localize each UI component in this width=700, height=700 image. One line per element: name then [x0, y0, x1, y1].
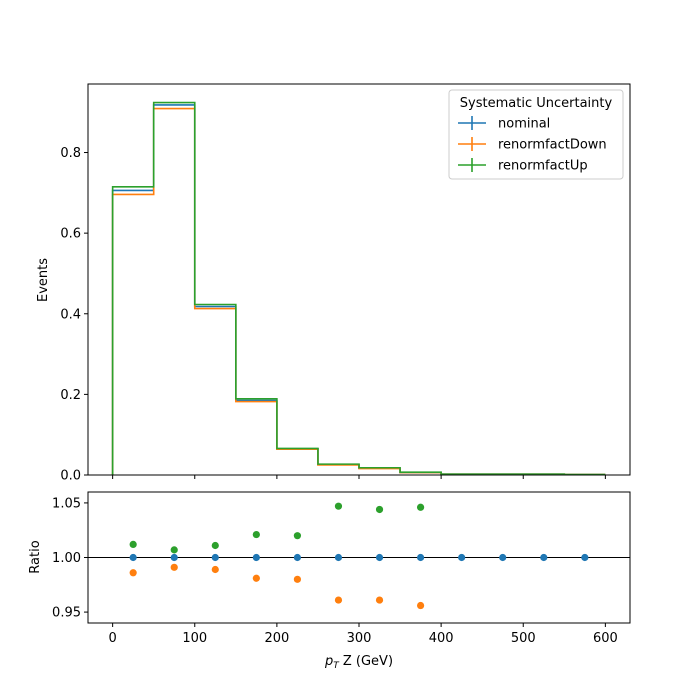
- main-x-ticks: [112, 475, 606, 479]
- ratio-point-renormfactdown: [293, 575, 302, 583]
- ratio-point-renormfactup: [211, 541, 219, 550]
- ratio-point-nominal: [458, 553, 466, 562]
- ratio-y-tick-label: 0.95: [52, 606, 81, 621]
- legend-entries: nominal renormfactDown renormfactUp: [458, 116, 607, 174]
- x-axis-label-subscript: T: [333, 661, 340, 671]
- ratio-point-renormfactdown: [375, 596, 384, 604]
- main-panel: 0.0 0.2 0.4 0.6 0.8 Events: [36, 83, 631, 484]
- x-tick-label: 200: [264, 631, 289, 646]
- ratio-point-renormfactdown: [170, 563, 178, 571]
- x-axis-label-text: Z (GeV): [339, 654, 393, 669]
- legend-box: [448, 89, 624, 180]
- main-y-tick-label: 0.0: [60, 469, 81, 484]
- ratio-point-renormfactup: [293, 532, 302, 540]
- ratio-points-group: [129, 502, 589, 610]
- ratio-point-nominal: [581, 553, 589, 562]
- x-tick-label: 500: [511, 631, 536, 646]
- ratio-point-nominal: [252, 553, 260, 562]
- main-series-group: [111, 101, 606, 476]
- ratio-y-axis-label: Ratio: [28, 540, 43, 573]
- ratio-point-renormfactup: [252, 530, 260, 539]
- legend-label-nominal: nominal: [498, 117, 550, 132]
- x-tick-label: 300: [347, 631, 372, 646]
- x-tick-label: 600: [593, 631, 618, 646]
- ratio-y-tick-label: 1.00: [52, 551, 81, 566]
- ratio-point-renormfactup: [416, 503, 425, 511]
- ratio-point-nominal: [211, 553, 219, 562]
- ratio-point-renormfactup: [375, 505, 384, 514]
- x-axis-label: pT Z (GeV): [324, 654, 393, 671]
- x-tick-label: 0: [108, 631, 116, 646]
- main-y-tick-label: 0.2: [60, 388, 81, 403]
- main-y-tick-label: 0.8: [60, 146, 81, 161]
- legend-title: Systematic Uncertainty: [460, 96, 613, 111]
- ratio-point-renormfactup: [129, 540, 137, 549]
- ratio-point-nominal: [375, 553, 384, 562]
- ratio-point-nominal: [540, 553, 548, 562]
- series-line-renormfactup: [111, 101, 606, 476]
- main-y-tick-label: 0.6: [60, 227, 81, 242]
- main-y-ticks: 0.0 0.2 0.4 0.6 0.8: [60, 146, 88, 484]
- x-tick-label: 400: [429, 631, 454, 646]
- ratio-point-renormfactup: [334, 502, 343, 510]
- ratio-y-tick-label: 1.05: [52, 496, 81, 511]
- main-y-tick-label: 0.4: [60, 307, 81, 322]
- ratio-point-nominal: [129, 553, 137, 562]
- ratio-panel: 0.95 1.00 1.05 0 100 200 300 400 500 600 Ratio p…: [28, 491, 631, 671]
- ratio-point-nominal: [334, 553, 343, 562]
- ratio-point-nominal: [499, 553, 507, 562]
- x-axis-label-symbol: p: [324, 654, 333, 669]
- ratio-point-renormfactdown: [334, 596, 343, 604]
- ratio-point-renormfactdown: [129, 569, 137, 577]
- legend-label-renormfactup: renormfactUp: [498, 159, 588, 174]
- ratio-point-nominal: [416, 553, 425, 562]
- ratio-point-renormfactdown: [252, 574, 260, 582]
- ratio-x-ticks: 0 100 200 300 400 500 600: [108, 623, 618, 646]
- legend-label-renormfactdown: renormfactDown: [498, 138, 607, 153]
- main-y-axis-label: Events: [36, 258, 51, 302]
- ratio-point-nominal: [293, 553, 302, 562]
- legend: Systematic Uncertainty nominal renormfact…: [448, 89, 624, 180]
- ratio-point-renormfactdown: [416, 601, 425, 610]
- x-tick-label: 100: [182, 631, 207, 646]
- ratio-y-ticks: 0.95 1.00 1.05: [52, 496, 88, 621]
- ratio-point-renormfactup: [170, 546, 178, 554]
- ratio-point-renormfactdown: [211, 565, 219, 574]
- ratio-point-nominal: [170, 553, 178, 562]
